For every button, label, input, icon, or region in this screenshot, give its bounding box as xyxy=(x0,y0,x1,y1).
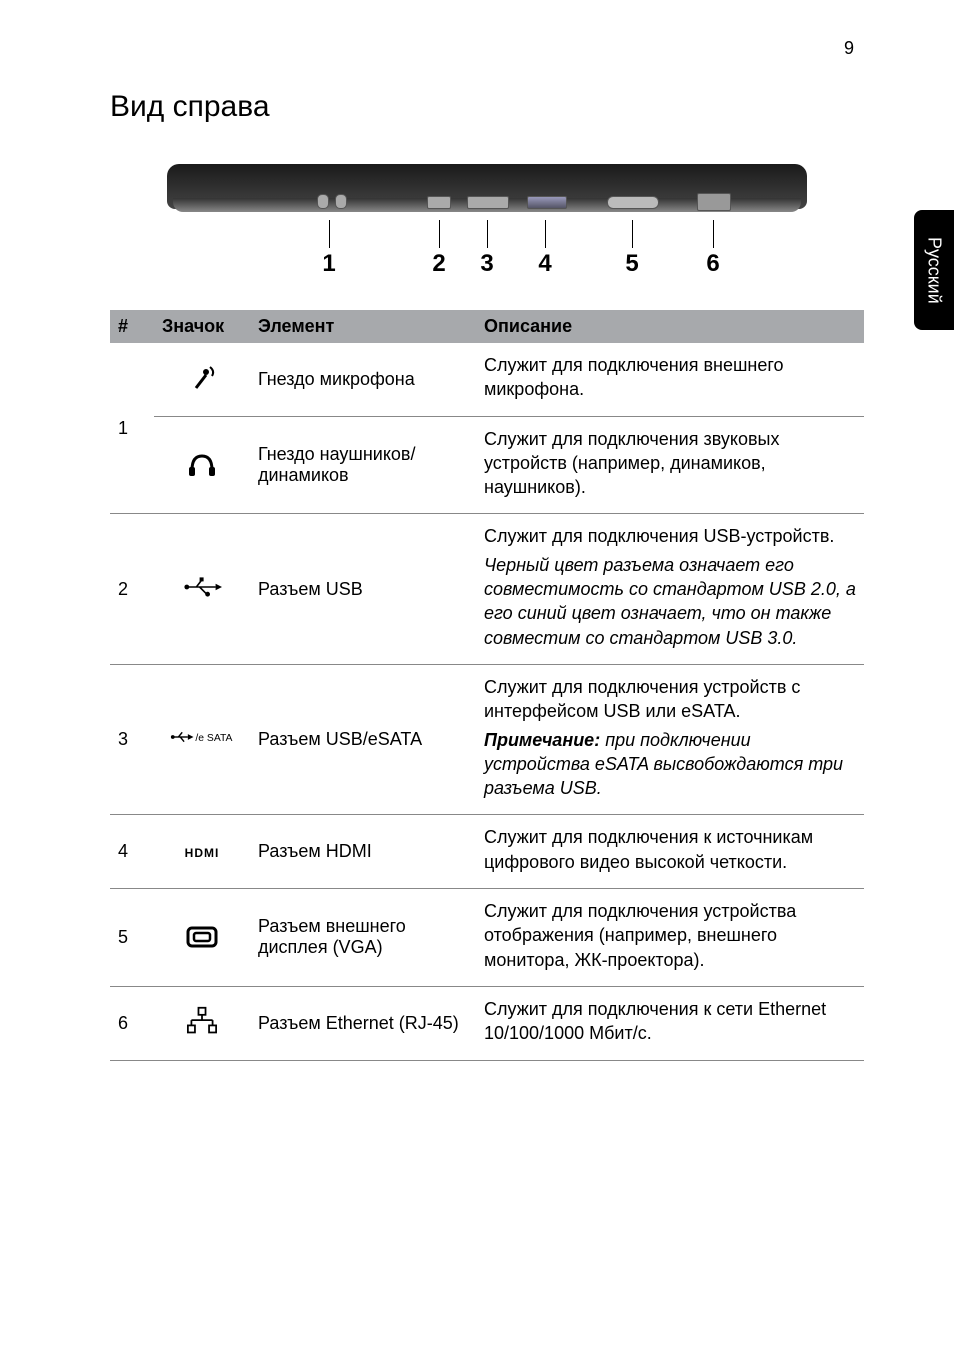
table-row: 5 Разъем внешнего дисплея (VGA) Служит д… xyxy=(110,889,864,987)
desc-line: Служит для подключения устройств с интер… xyxy=(484,675,856,724)
callout-4: 4 xyxy=(538,250,551,278)
headphone-icon xyxy=(154,416,250,514)
header-element: Элемент xyxy=(250,310,476,343)
element-name: Разъем Ethernet (RJ-45) xyxy=(250,986,476,1060)
desc-line: Примечание: при подключении устройства e… xyxy=(484,728,856,801)
laptop-side-illustration xyxy=(167,154,807,224)
desc-line: Служит для подключения звуковых устройст… xyxy=(484,427,856,500)
esata-icon: /e SATA xyxy=(154,664,250,814)
callout-1: 1 xyxy=(322,250,335,278)
element-desc: Служит для подключения устройств с интер… xyxy=(476,664,864,814)
table-row: 3 /e SATA Разъем USB/eSATA Служит для по… xyxy=(110,664,864,814)
callout-5: 5 xyxy=(625,250,638,278)
element-name: Разъем внешнего дисплея (VGA) xyxy=(250,889,476,987)
header-num: # xyxy=(110,310,154,343)
section-title: Вид справа xyxy=(110,90,864,124)
desc-line: Черный цвет разъема означает его совмест… xyxy=(484,553,856,650)
table-row: Гнездо наушников/динамиков Служит для по… xyxy=(110,416,864,514)
spec-table: # Значок Элемент Описание 1 Гнездо микро… xyxy=(110,310,864,1061)
element-desc: Служит для подключения внешнего микрофон… xyxy=(476,343,864,416)
element-desc: Служит для подключения звуковых устройст… xyxy=(476,416,864,514)
row-num: 1 xyxy=(110,343,154,514)
desc-line: Служит для подключения внешнего микрофон… xyxy=(484,353,856,402)
diagram-callouts: 1 2 3 4 5 6 xyxy=(167,220,807,280)
element-name: Гнездо микрофона xyxy=(250,343,476,416)
row-num: 3 xyxy=(110,664,154,814)
ethernet-icon xyxy=(154,986,250,1060)
desc-line: Служит для подключения к источникам цифр… xyxy=(484,825,856,874)
page-number: 9 xyxy=(844,38,854,59)
element-desc: Служит для подключения устройства отобра… xyxy=(476,889,864,987)
callout-3: 3 xyxy=(480,250,493,278)
element-desc: Служит для подключения USB-устройств. Че… xyxy=(476,514,864,664)
hdmi-icon: HDMI xyxy=(154,815,250,889)
table-row: 4 HDMI Разъем HDMI Служит для подключени… xyxy=(110,815,864,889)
element-name: Разъем USB xyxy=(250,514,476,664)
row-num: 2 xyxy=(110,514,154,664)
row-num: 4 xyxy=(110,815,154,889)
desc-line: Служит для подключения устройства отобра… xyxy=(484,899,856,972)
callout-2: 2 xyxy=(432,250,445,278)
table-row: 2 Разъем USB Служит для подключения USB-… xyxy=(110,514,864,664)
mic-icon xyxy=(154,343,250,416)
table-row: 1 Гнездо микрофона Служит для подключени… xyxy=(110,343,864,416)
table-row: 6 Разъем Ethernet (RJ-45) Служит для под… xyxy=(110,986,864,1060)
header-desc: Описание xyxy=(476,310,864,343)
table-header-row: # Значок Элемент Описание xyxy=(110,310,864,343)
element-name: Разъем USB/eSATA xyxy=(250,664,476,814)
row-num: 5 xyxy=(110,889,154,987)
usb-icon xyxy=(154,514,250,664)
element-name: Разъем HDMI xyxy=(250,815,476,889)
vga-icon xyxy=(154,889,250,987)
svg-text:/e SATA: /e SATA xyxy=(195,733,232,744)
desc-line: Служит для подключения USB-устройств. xyxy=(484,524,856,548)
element-name: Гнездо наушников/динамиков xyxy=(250,416,476,514)
element-desc: Служит для подключения к сети Ethernet 1… xyxy=(476,986,864,1060)
hdmi-text: HDMI xyxy=(185,846,220,860)
right-side-diagram: 1 2 3 4 5 6 xyxy=(167,154,807,280)
page: 9 Русский Вид справа 1 2 3 4 5 6 # Зн xyxy=(0,0,954,1369)
callout-6: 6 xyxy=(706,250,719,278)
row-num: 6 xyxy=(110,986,154,1060)
header-icon: Значок xyxy=(154,310,250,343)
element-desc: Служит для подключения к источникам цифр… xyxy=(476,815,864,889)
language-side-tab: Русский xyxy=(914,210,954,330)
desc-line: Служит для подключения к сети Ethernet 1… xyxy=(484,997,856,1046)
